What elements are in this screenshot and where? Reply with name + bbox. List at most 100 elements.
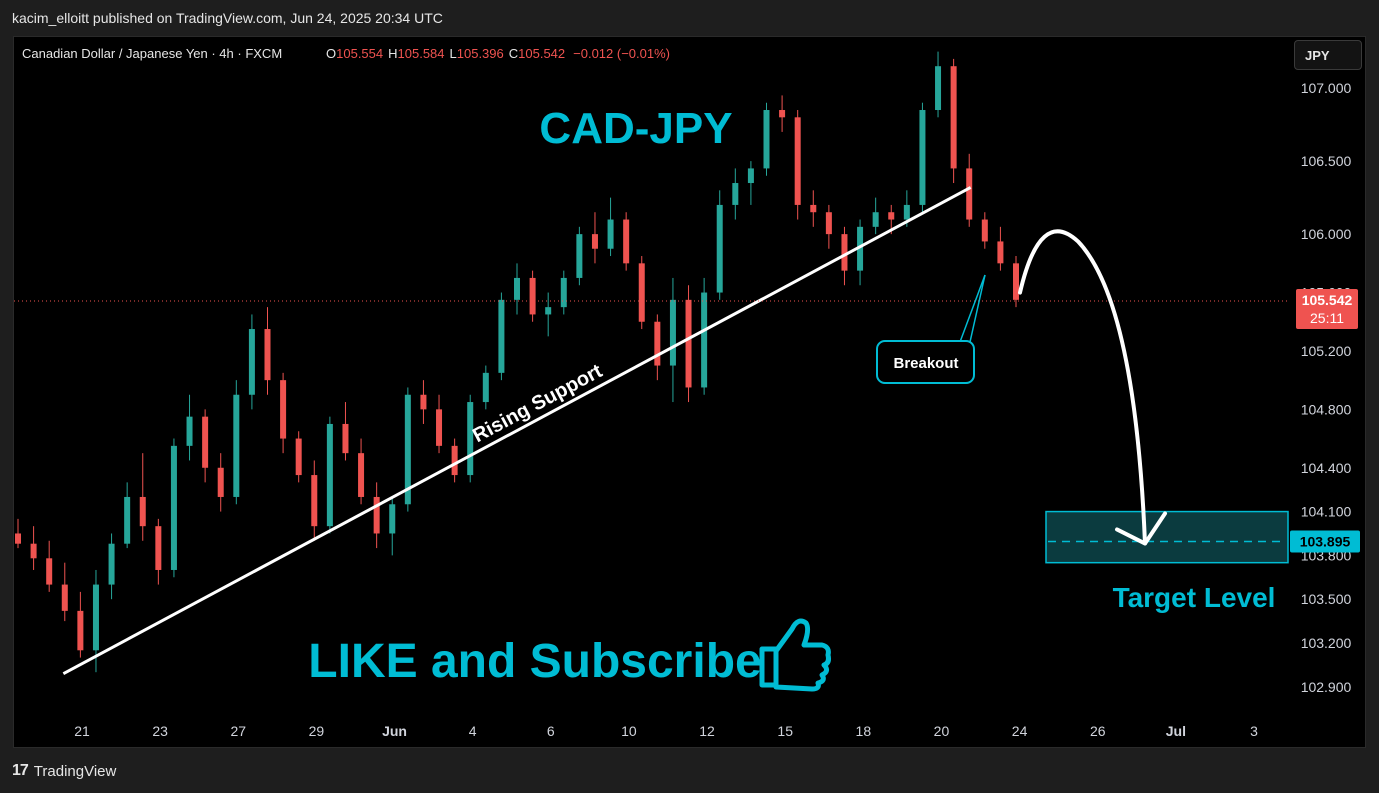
candle-body xyxy=(607,219,614,249)
candle xyxy=(966,153,973,227)
legend-high: 105.584 xyxy=(398,46,445,61)
candle-body xyxy=(295,438,302,476)
x-tick-label: 29 xyxy=(309,723,325,739)
rising-support-trendline[interactable]: Rising Support xyxy=(62,186,972,675)
tradingview-logo[interactable]: 17 TradingView xyxy=(12,762,116,780)
y-tick-label: 103.200 xyxy=(1301,635,1352,651)
chart-overlays xyxy=(14,229,1288,546)
candle xyxy=(467,394,474,483)
candle xyxy=(498,292,505,381)
candle xyxy=(919,102,926,213)
candle xyxy=(529,270,536,322)
like-subscribe-text: LIKE and Subscribe xyxy=(308,635,761,688)
candles xyxy=(15,51,1019,673)
candle xyxy=(810,190,817,227)
candle-body xyxy=(280,380,287,439)
candle xyxy=(576,226,583,286)
candle-body xyxy=(716,204,723,293)
candle-body xyxy=(654,321,661,366)
x-tick-label: 20 xyxy=(934,723,950,739)
target-price-tag xyxy=(1290,530,1360,553)
candle xyxy=(997,226,1004,271)
candle-body xyxy=(591,234,598,249)
candle xyxy=(264,307,271,395)
x-tick-label: Jun xyxy=(382,723,407,739)
projection-arrow-head xyxy=(1115,511,1167,546)
candle-body xyxy=(685,299,692,388)
candle-body xyxy=(15,533,21,544)
y-tick-label: 103.500 xyxy=(1301,591,1352,607)
bar-countdown: 25:11 xyxy=(1310,310,1344,326)
candle-body xyxy=(46,558,53,585)
candle-body xyxy=(810,204,817,213)
trendline-line xyxy=(62,186,972,675)
candle xyxy=(295,431,302,483)
x-tick-label: 12 xyxy=(699,723,715,739)
legend-high-label: H xyxy=(388,46,397,61)
y-tick-label: 104.400 xyxy=(1301,460,1352,476)
price-axis[interactable]: 107.000106.500106.000105.600105.200104.8… xyxy=(1301,80,1352,695)
legend-open: 105.554 xyxy=(336,46,383,61)
candle-body xyxy=(92,584,99,651)
candle xyxy=(451,438,458,483)
candle xyxy=(217,453,224,512)
candle-body xyxy=(872,212,879,227)
x-tick-label: 24 xyxy=(1012,723,1028,739)
candle-body xyxy=(763,110,770,169)
candle-body xyxy=(436,409,443,446)
legend-open-label: O xyxy=(326,46,336,61)
candle-body xyxy=(981,219,988,242)
candle xyxy=(420,380,427,424)
candle-body xyxy=(545,307,552,315)
candle-body xyxy=(186,416,193,446)
x-tick-label: 26 xyxy=(1090,723,1106,739)
time-axis[interactable]: 21 23 27 29 Jun 4 6 10 12 15 18 20 24 26 Jul 3 xyxy=(74,723,1258,739)
candle xyxy=(763,102,770,176)
y-tick-label: 104.100 xyxy=(1301,504,1352,520)
candle-body xyxy=(779,110,786,118)
x-tick-label: 21 xyxy=(74,723,90,739)
candle-body xyxy=(857,226,864,271)
candle xyxy=(716,190,723,300)
legend-instrument: Canadian Dollar / Japanese Yen · 4h · FX… xyxy=(22,46,282,61)
candle-body xyxy=(997,241,1004,264)
footer-bar: 17 TradingView xyxy=(0,750,1379,793)
y-tick-label: 102.900 xyxy=(1301,679,1352,695)
tradingview-logo-icon: 17 xyxy=(12,762,29,779)
candle xyxy=(326,416,333,534)
candle xyxy=(170,438,177,578)
candle-body xyxy=(482,372,489,403)
candle-body xyxy=(794,117,801,205)
target-price-value: 103.895 xyxy=(1300,534,1351,550)
candle-body xyxy=(1013,263,1019,300)
candle-body xyxy=(326,423,333,527)
candle xyxy=(1013,256,1019,308)
breakout-callout[interactable]: Breakout xyxy=(876,274,986,384)
candle xyxy=(701,277,708,395)
candle xyxy=(747,161,754,205)
candle xyxy=(482,365,489,410)
candle xyxy=(514,263,520,315)
candle-body xyxy=(529,277,536,315)
candle-body xyxy=(950,66,957,169)
candle xyxy=(280,372,287,454)
candle xyxy=(436,394,443,454)
candle-body xyxy=(170,445,177,570)
candle-body xyxy=(841,234,848,271)
candle xyxy=(248,314,255,410)
chart-title-annotation: CAD-JPY xyxy=(539,104,732,153)
thumbs-up-icon xyxy=(759,618,831,692)
candle-body xyxy=(514,277,520,300)
candle-body xyxy=(825,212,832,235)
trendline-label: Rising Support xyxy=(469,360,606,447)
candle xyxy=(638,256,645,330)
candle xyxy=(981,212,988,249)
candle-body xyxy=(233,394,240,497)
candle xyxy=(404,387,411,512)
candle-body xyxy=(358,453,365,497)
candle xyxy=(623,212,630,271)
chart-pane[interactable] xyxy=(13,36,1366,748)
x-tick-label: 3 xyxy=(1250,723,1258,739)
currency-button[interactable]: JPY xyxy=(1294,40,1362,70)
